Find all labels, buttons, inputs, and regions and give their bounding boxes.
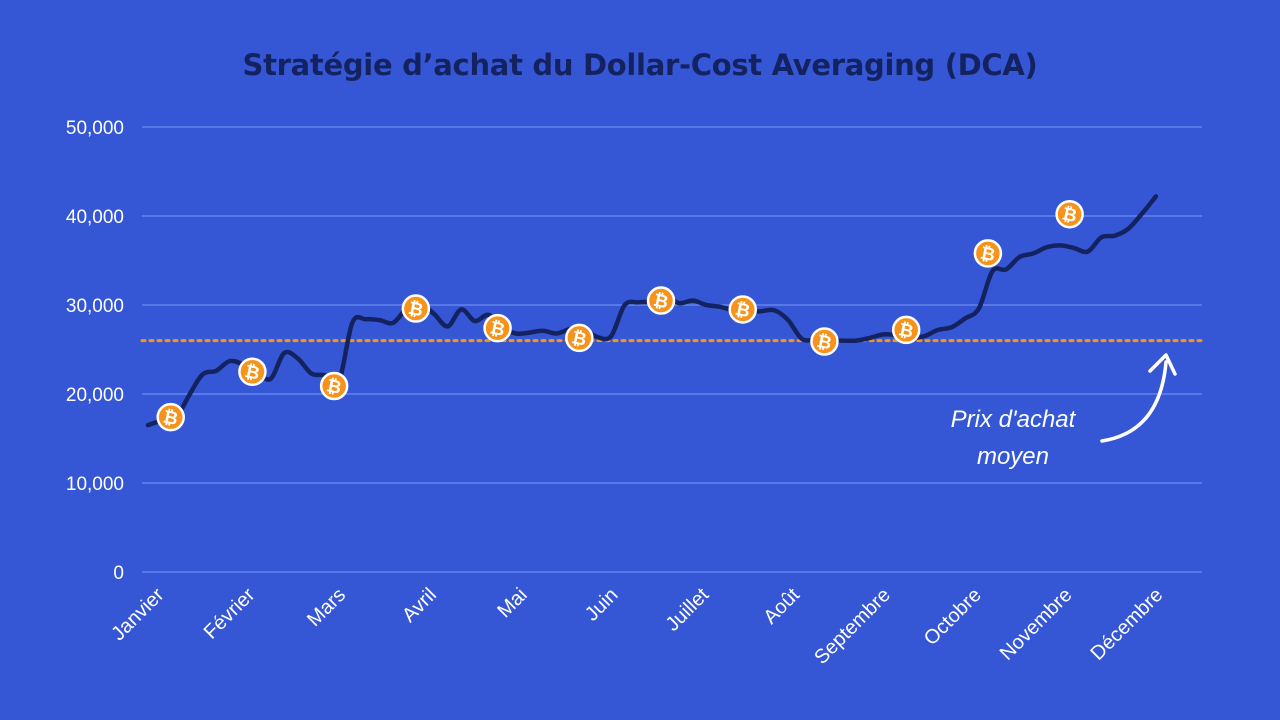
x-tick-label: Juillet bbox=[662, 584, 714, 636]
x-tick-label: Mai bbox=[493, 584, 531, 622]
bitcoin-icon: ₿ bbox=[156, 402, 185, 432]
bitcoin-icon: ₿ bbox=[728, 295, 757, 324]
y-tick-label: 50,000 bbox=[66, 118, 124, 139]
svg-text:₿: ₿ bbox=[406, 298, 425, 322]
chart-title: Stratégie d’achat du Dollar-Cost Averagi… bbox=[242, 48, 1038, 82]
bitcoin-icon: ₿ bbox=[810, 327, 839, 356]
svg-text:₿: ₿ bbox=[488, 317, 507, 341]
svg-text:₿: ₿ bbox=[243, 361, 262, 385]
bitcoin-icon: ₿ bbox=[565, 323, 594, 353]
bitcoin-icon: ₿ bbox=[891, 315, 921, 345]
svg-text:₿: ₿ bbox=[978, 243, 997, 267]
annotation-text-line1: Prix d'achat bbox=[951, 406, 1077, 433]
svg-text:₿: ₿ bbox=[1060, 203, 1079, 227]
arrow-head-icon bbox=[1148, 353, 1177, 376]
svg-text:₿: ₿ bbox=[570, 327, 589, 351]
x-tick-label: Décembre bbox=[1087, 584, 1168, 665]
bitcoin-icon: ₿ bbox=[319, 371, 349, 401]
y-tick-label: 20,000 bbox=[66, 385, 124, 406]
svg-text:₿: ₿ bbox=[651, 290, 670, 314]
bitcoin-icon: ₿ bbox=[238, 357, 267, 386]
bitcoin-icon: ₿ bbox=[973, 239, 1003, 268]
bitcoin-icon: ₿ bbox=[646, 286, 676, 315]
y-tick-label: 0 bbox=[113, 563, 124, 584]
svg-text:₿: ₿ bbox=[897, 319, 916, 343]
svg-text:₿: ₿ bbox=[815, 331, 834, 355]
y-tick-label: 30,000 bbox=[66, 296, 124, 317]
x-tick-label: Juin bbox=[581, 584, 623, 626]
x-tick-label: Septembre bbox=[810, 584, 895, 669]
bitcoin-icon: ₿ bbox=[401, 294, 431, 323]
bitcoin-icon: ₿ bbox=[1055, 199, 1084, 229]
svg-text:₿: ₿ bbox=[161, 406, 180, 430]
annotation-text-line2: moyen bbox=[977, 443, 1049, 470]
x-tick-label: Janvier bbox=[107, 584, 168, 645]
x-tick-label: Février bbox=[200, 584, 260, 644]
x-tick-label: Octobre bbox=[920, 584, 986, 650]
annotation-arrow bbox=[1100, 360, 1168, 443]
y-tick-label: 10,000 bbox=[66, 474, 124, 495]
x-tick-label: Mars bbox=[303, 584, 350, 631]
x-tick-label: Avril bbox=[398, 584, 441, 627]
svg-text:₿: ₿ bbox=[325, 375, 344, 399]
x-tick-label: Août bbox=[759, 584, 804, 629]
x-tick-label: Novembre bbox=[996, 584, 1077, 665]
y-tick-label: 40,000 bbox=[66, 207, 124, 228]
bitcoin-icon: ₿ bbox=[483, 313, 512, 343]
svg-text:₿: ₿ bbox=[733, 299, 752, 323]
